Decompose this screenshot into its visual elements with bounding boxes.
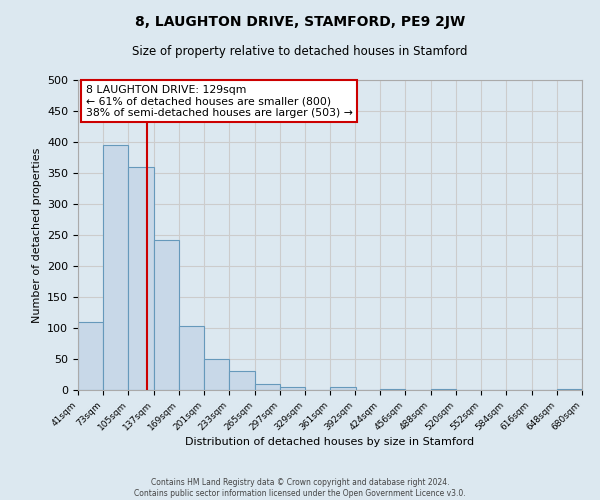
Text: 8 LAUGHTON DRIVE: 129sqm
← 61% of detached houses are smaller (800)
38% of semi-: 8 LAUGHTON DRIVE: 129sqm ← 61% of detach… — [86, 84, 352, 118]
Bar — [128, 167, 154, 390]
Text: Size of property relative to detached houses in Stamford: Size of property relative to detached ho… — [132, 45, 468, 58]
Y-axis label: Number of detached properties: Number of detached properties — [32, 148, 41, 322]
Bar — [204, 359, 229, 390]
Bar — [280, 387, 305, 390]
Bar — [179, 326, 204, 390]
Bar — [103, 145, 128, 390]
Bar — [431, 389, 456, 390]
Text: Contains HM Land Registry data © Crown copyright and database right 2024.
Contai: Contains HM Land Registry data © Crown c… — [134, 478, 466, 498]
Bar — [331, 387, 356, 390]
Bar — [254, 384, 280, 390]
Bar — [154, 240, 179, 390]
X-axis label: Distribution of detached houses by size in Stamford: Distribution of detached houses by size … — [185, 438, 475, 448]
Text: 8, LAUGHTON DRIVE, STAMFORD, PE9 2JW: 8, LAUGHTON DRIVE, STAMFORD, PE9 2JW — [135, 15, 465, 29]
Bar — [380, 389, 406, 390]
Bar — [229, 372, 254, 390]
Bar — [557, 389, 582, 390]
Bar — [78, 322, 103, 390]
